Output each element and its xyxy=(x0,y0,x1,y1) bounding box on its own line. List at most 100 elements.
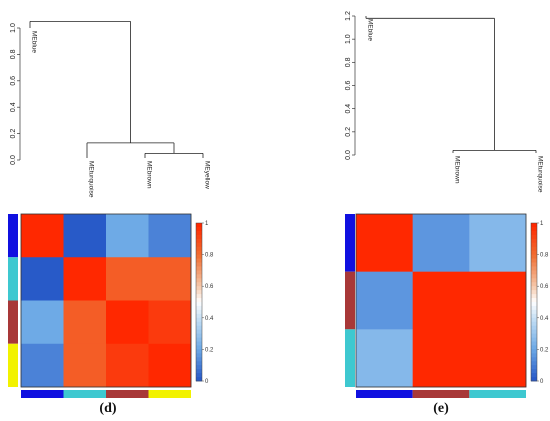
color-scale-swatch-e xyxy=(531,329,537,334)
y-tick-label-e: 0.4 xyxy=(345,104,352,114)
column-color-bar-e xyxy=(356,390,413,398)
heatmap-cell-d xyxy=(148,214,192,258)
color-scale-swatch-d xyxy=(196,294,202,299)
color-scale-swatch-d xyxy=(196,357,202,362)
heatmap-cell-d xyxy=(106,257,149,301)
color-scale-swatch-e xyxy=(531,313,537,319)
color-scale-swatch-d xyxy=(196,369,202,374)
heatmap-cell-d xyxy=(63,343,107,388)
row-color-bar-e xyxy=(345,329,355,387)
color-scale-swatch-d xyxy=(196,321,202,327)
row-color-bar-e xyxy=(345,214,355,272)
y-tick-label-e: 1.2 xyxy=(345,11,352,21)
color-scale-swatch-e xyxy=(531,337,537,342)
color-scale-swatch-d xyxy=(196,333,202,338)
heatmap-frame-e xyxy=(355,213,527,388)
y-tick-label-d: 1.0 xyxy=(10,23,17,33)
y-tick-label-d: 0.2 xyxy=(10,129,17,139)
color-scale-label-e: 0.2 xyxy=(540,347,549,353)
color-scale-swatch-e xyxy=(531,270,537,275)
heatmap-cell-d xyxy=(106,214,149,258)
color-scale-label-d: 1 xyxy=(205,221,209,227)
row-color-bar-d xyxy=(8,343,18,387)
heatmap-cell-e xyxy=(469,214,527,272)
color-scale-swatch-e xyxy=(531,262,537,267)
heatmap-cell-d xyxy=(106,300,149,345)
color-scale-frame-d xyxy=(195,222,203,382)
row-color-bar-d xyxy=(8,214,18,258)
color-scale-swatch-d xyxy=(196,230,202,236)
color-scale-swatch-e xyxy=(531,302,537,307)
color-scale-swatch-e xyxy=(531,365,537,370)
y-tick-label-d: 0.6 xyxy=(10,76,17,86)
heatmap-cell-d xyxy=(63,257,107,301)
panel-d: 0.0 0.2 0.4 0.6 0.8 1.0 MEblue MEturquoise MEbro… xyxy=(8,20,214,416)
color-scale-label-d: 0 xyxy=(205,379,209,385)
color-scale-swatch-d xyxy=(196,250,202,255)
color-scale-swatch-e xyxy=(531,341,537,346)
heatmap-d xyxy=(8,213,192,398)
dendrogram-e: 0.0 0.2 0.4 0.6 0.8 1.0 1.2 MEblue MEbrown MEturq… xyxy=(345,11,544,193)
leaf-label-d: MEbrown xyxy=(146,161,153,189)
panel-caption-d: (d) xyxy=(99,401,116,416)
y-tick-label-d: 0.0 xyxy=(10,155,17,165)
y-tick-label-e: 0.8 xyxy=(345,57,352,67)
color-scale-swatch-e xyxy=(531,286,537,291)
color-scale-swatch-e xyxy=(531,230,537,236)
column-color-bar-e xyxy=(469,390,526,398)
color-scale-swatch-e xyxy=(531,223,537,228)
color-scale-swatch-d xyxy=(196,302,202,307)
heatmap-cell-e xyxy=(356,329,413,388)
y-tick-label-d: 0.8 xyxy=(10,49,17,59)
color-scale-swatch-d xyxy=(196,274,202,279)
row-color-bar-d xyxy=(8,300,18,344)
heatmap-cell-e xyxy=(412,329,470,388)
color-scale-swatch-e xyxy=(531,254,537,259)
color-scale-swatch-e xyxy=(531,234,537,240)
color-scale-swatch-e xyxy=(531,282,537,287)
color-scale-swatch-e xyxy=(531,266,537,271)
column-color-bar-d xyxy=(21,390,64,398)
color-scale-swatch-e xyxy=(531,278,537,283)
color-scale-swatch-e xyxy=(531,373,537,378)
color-scale-swatch-e xyxy=(531,238,537,244)
row-color-bar-d xyxy=(8,257,18,301)
color-scale-swatch-e xyxy=(531,345,537,350)
color-scale-swatch-d xyxy=(196,325,202,331)
color-scale-label-d: 0.8 xyxy=(205,253,214,259)
heatmap-frame-d xyxy=(20,213,192,388)
color-scale-label-e: 0.8 xyxy=(540,253,549,259)
color-scale-swatch-e xyxy=(531,357,537,362)
color-scale-swatch-d xyxy=(196,278,202,283)
color-scale-swatch-d xyxy=(196,298,202,303)
color-scale-swatch-e xyxy=(531,369,537,374)
color-scale-swatch-d xyxy=(196,258,202,263)
color-scale-label-e: 0.6 xyxy=(540,284,549,290)
color-scale-label-d: 0.6 xyxy=(205,284,214,290)
heatmap-cell-d xyxy=(63,300,107,345)
y-tick-label-e: 0.2 xyxy=(345,127,352,137)
color-scale-swatch-e xyxy=(531,242,537,248)
column-color-bar-e xyxy=(412,390,470,398)
color-scale-swatch-d xyxy=(196,305,202,311)
color-scale-swatch-d xyxy=(196,361,202,366)
color-scale-label-d: 0.4 xyxy=(205,316,214,322)
color-scale-swatch-e xyxy=(531,309,537,315)
color-scale-swatch-d xyxy=(196,270,202,275)
color-scale-swatch-d xyxy=(196,313,202,319)
color-scale-label-e: 0.4 xyxy=(540,316,549,322)
leaf-label-e: MEturquoise xyxy=(537,156,544,193)
heatmap-cell-d xyxy=(106,343,149,388)
color-scale-label-e: 0 xyxy=(540,379,544,385)
color-scale-swatch-e xyxy=(531,258,537,263)
column-color-bar-d xyxy=(106,390,149,398)
color-scale-swatch-e xyxy=(531,321,537,327)
color-scale-swatch-e xyxy=(531,294,537,299)
color-scale-swatch-d xyxy=(196,341,202,346)
heatmap-cell-d xyxy=(21,343,64,388)
color-scale-swatch-d xyxy=(196,223,202,228)
color-scale-swatch-d xyxy=(196,262,202,267)
heatmap-cell-e xyxy=(356,214,413,272)
color-scale-swatch-d xyxy=(196,353,202,358)
